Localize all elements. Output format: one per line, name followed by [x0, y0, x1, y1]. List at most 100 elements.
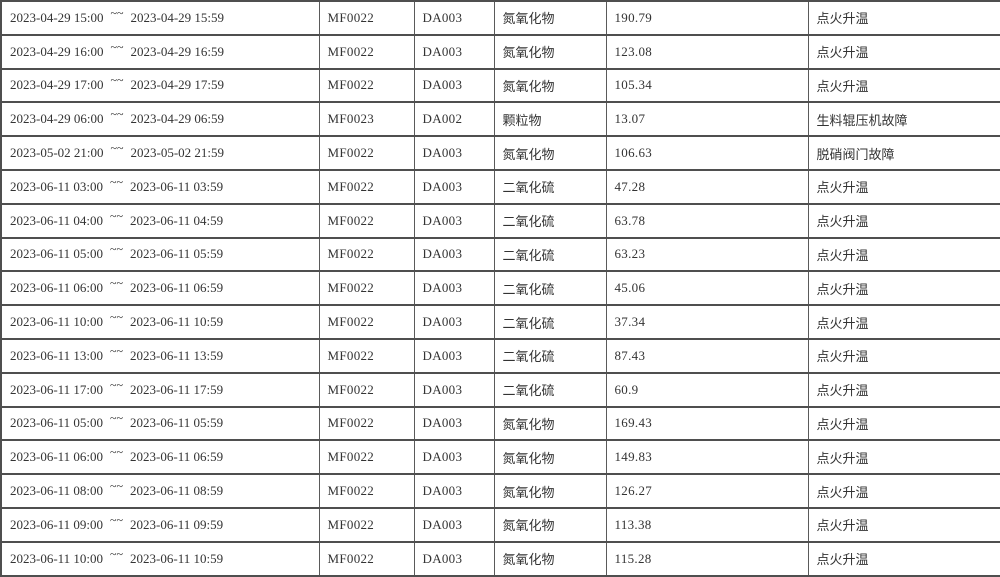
reason-cell: 点火升温	[807, 270, 1000, 307]
outlet-code-cell: MF0022	[318, 67, 415, 104]
reason-cell: 点火升温	[807, 371, 1000, 408]
time-range-cell: 2023-06-11 13:00 ~~ 2023-06-11 13:59	[0, 337, 320, 374]
time-separator: ~~	[110, 174, 124, 189]
reason-cell: 点火升温	[807, 473, 1000, 509]
pollutant-cell: 氮氧化物	[493, 135, 607, 171]
outlet-code-cell: MF0022	[318, 506, 415, 543]
time-separator: ~~	[110, 512, 124, 527]
pollutant-cell: 氮氧化物	[493, 473, 607, 509]
start-time: 2023-06-11 10:00	[10, 314, 104, 330]
time-separator: ~~	[110, 479, 124, 494]
time-range-cell: 2023-04-29 16:00 ~~ 2023-04-29 16:59	[0, 33, 320, 70]
start-time: 2023-04-29 06:00	[10, 111, 104, 127]
table-row: 2023-06-11 06:00 ~~ 2023-06-11 06:59 MF002…	[0, 439, 1000, 476]
value-cell: 87.43	[605, 337, 809, 374]
pollutant-cell: 氮氧化物	[493, 506, 607, 543]
reason-cell: 点火升温	[807, 236, 1000, 273]
time-separator: ~~	[110, 411, 124, 426]
start-time: 2023-04-29 16:00	[10, 43, 104, 59]
outlet-code-cell: MF0022	[318, 236, 415, 273]
time-separator: ~~	[110, 310, 124, 325]
port-code-cell: DA003	[413, 405, 495, 442]
start-time: 2023-06-11 13:00	[10, 347, 104, 363]
start-time: 2023-06-11 17:00	[10, 381, 104, 397]
value-cell: 149.83	[605, 439, 809, 476]
end-time: 2023-06-11 06:59	[130, 449, 224, 465]
port-code-cell: DA003	[413, 67, 495, 104]
reason-cell: 点火升温	[807, 506, 1000, 543]
time-separator: ~~	[110, 5, 124, 20]
start-time: 2023-06-11 03:00	[10, 178, 104, 194]
reason-cell: 点火升温	[807, 439, 1000, 476]
reason-cell: 点火升温	[807, 0, 1000, 36]
outlet-code-cell: MF0022	[318, 371, 415, 408]
start-time: 2023-06-11 04:00	[10, 212, 104, 228]
port-code-cell: DA003	[413, 304, 495, 340]
end-time: 2023-06-11 10:59	[130, 314, 224, 330]
outlet-code-cell: MF0022	[318, 405, 415, 442]
port-code-cell: DA003	[413, 371, 495, 408]
end-time: 2023-06-11 08:59	[130, 483, 224, 499]
value-cell: 106.63	[605, 135, 809, 171]
port-code-cell: DA003	[413, 168, 495, 205]
time-range-cell: 2023-06-11 04:00 ~~ 2023-06-11 04:59	[0, 202, 320, 239]
value-cell: 169.43	[605, 405, 809, 442]
outlet-code-cell: MF0022	[318, 168, 415, 205]
pollutant-cell: 二氧化硫	[493, 337, 607, 374]
end-time: 2023-05-02 21:59	[130, 145, 225, 161]
end-time: 2023-06-11 04:59	[130, 212, 224, 228]
port-code-cell: DA003	[413, 439, 495, 476]
outlet-code-cell: MF0022	[318, 0, 415, 36]
time-range-cell: 2023-06-11 03:00 ~~ 2023-06-11 03:59	[0, 168, 320, 205]
value-cell: 123.08	[605, 33, 809, 70]
pollutant-cell: 二氧化硫	[493, 270, 607, 307]
end-time: 2023-06-11 05:59	[130, 246, 224, 262]
port-code-cell: DA003	[413, 33, 495, 70]
outlet-code-cell: MF0022	[318, 202, 415, 239]
pollutant-cell: 颗粒物	[493, 101, 607, 138]
time-range-cell: 2023-06-11 06:00 ~~ 2023-06-11 06:59	[0, 439, 320, 476]
pollutant-cell: 二氧化硫	[493, 168, 607, 205]
port-code-cell: DA003	[413, 0, 495, 36]
end-time: 2023-04-29 16:59	[130, 43, 225, 59]
outlet-code-cell: MF0022	[318, 439, 415, 476]
time-range-cell: 2023-04-29 06:00 ~~ 2023-04-29 06:59	[0, 101, 320, 138]
pollutant-cell: 氮氧化物	[493, 0, 607, 36]
table-row: 2023-06-11 10:00 ~~ 2023-06-11 10:59 MF002…	[0, 540, 1000, 577]
table-row: 2023-06-11 10:00 ~~ 2023-06-11 10:59 MF002…	[0, 304, 1000, 340]
time-range-cell: 2023-06-11 10:00 ~~ 2023-06-11 10:59	[0, 304, 320, 340]
table-row: 2023-05-02 21:00 ~~ 2023-05-02 21:59 MF002…	[0, 135, 1000, 171]
end-time: 2023-04-29 17:59	[130, 77, 225, 93]
outlet-code-cell: MF0022	[318, 270, 415, 307]
value-cell: 115.28	[605, 540, 809, 577]
value-cell: 45.06	[605, 270, 809, 307]
table-row: 2023-06-11 04:00 ~~ 2023-06-11 04:59 MF002…	[0, 202, 1000, 239]
time-range-cell: 2023-06-11 09:00 ~~ 2023-06-11 09:59	[0, 506, 320, 543]
table-row: 2023-04-29 15:00 ~~ 2023-04-29 15:59 MF002…	[0, 0, 1000, 36]
pollutant-cell: 氮氧化物	[493, 439, 607, 476]
value-cell: 13.07	[605, 101, 809, 138]
reason-cell: 点火升温	[807, 540, 1000, 577]
port-code-cell: DA003	[413, 506, 495, 543]
time-separator: ~~	[110, 242, 124, 257]
time-range-cell: 2023-04-29 15:00 ~~ 2023-04-29 15:59	[0, 0, 320, 36]
value-cell: 47.28	[605, 168, 809, 205]
reason-cell: 点火升温	[807, 33, 1000, 70]
table-row: 2023-06-11 17:00 ~~ 2023-06-11 17:59 MF002…	[0, 371, 1000, 408]
end-time: 2023-06-11 09:59	[130, 516, 224, 532]
time-range-cell: 2023-06-11 17:00 ~~ 2023-06-11 17:59	[0, 371, 320, 408]
start-time: 2023-06-11 06:00	[10, 449, 104, 465]
table-row: 2023-06-11 05:00 ~~ 2023-06-11 05:59 MF002…	[0, 405, 1000, 442]
pollutant-cell: 氮氧化物	[493, 33, 607, 70]
time-separator: ~~	[110, 107, 124, 122]
start-time: 2023-06-11 08:00	[10, 483, 104, 499]
start-time: 2023-06-11 06:00	[10, 280, 104, 296]
end-time: 2023-06-11 05:59	[130, 415, 224, 431]
time-range-cell: 2023-06-11 10:00 ~~ 2023-06-11 10:59	[0, 540, 320, 577]
table-row: 2023-04-29 16:00 ~~ 2023-04-29 16:59 MF002…	[0, 33, 1000, 70]
time-separator: ~~	[110, 377, 124, 392]
port-code-cell: DA002	[413, 101, 495, 138]
time-range-cell: 2023-06-11 05:00 ~~ 2023-06-11 05:59	[0, 236, 320, 273]
